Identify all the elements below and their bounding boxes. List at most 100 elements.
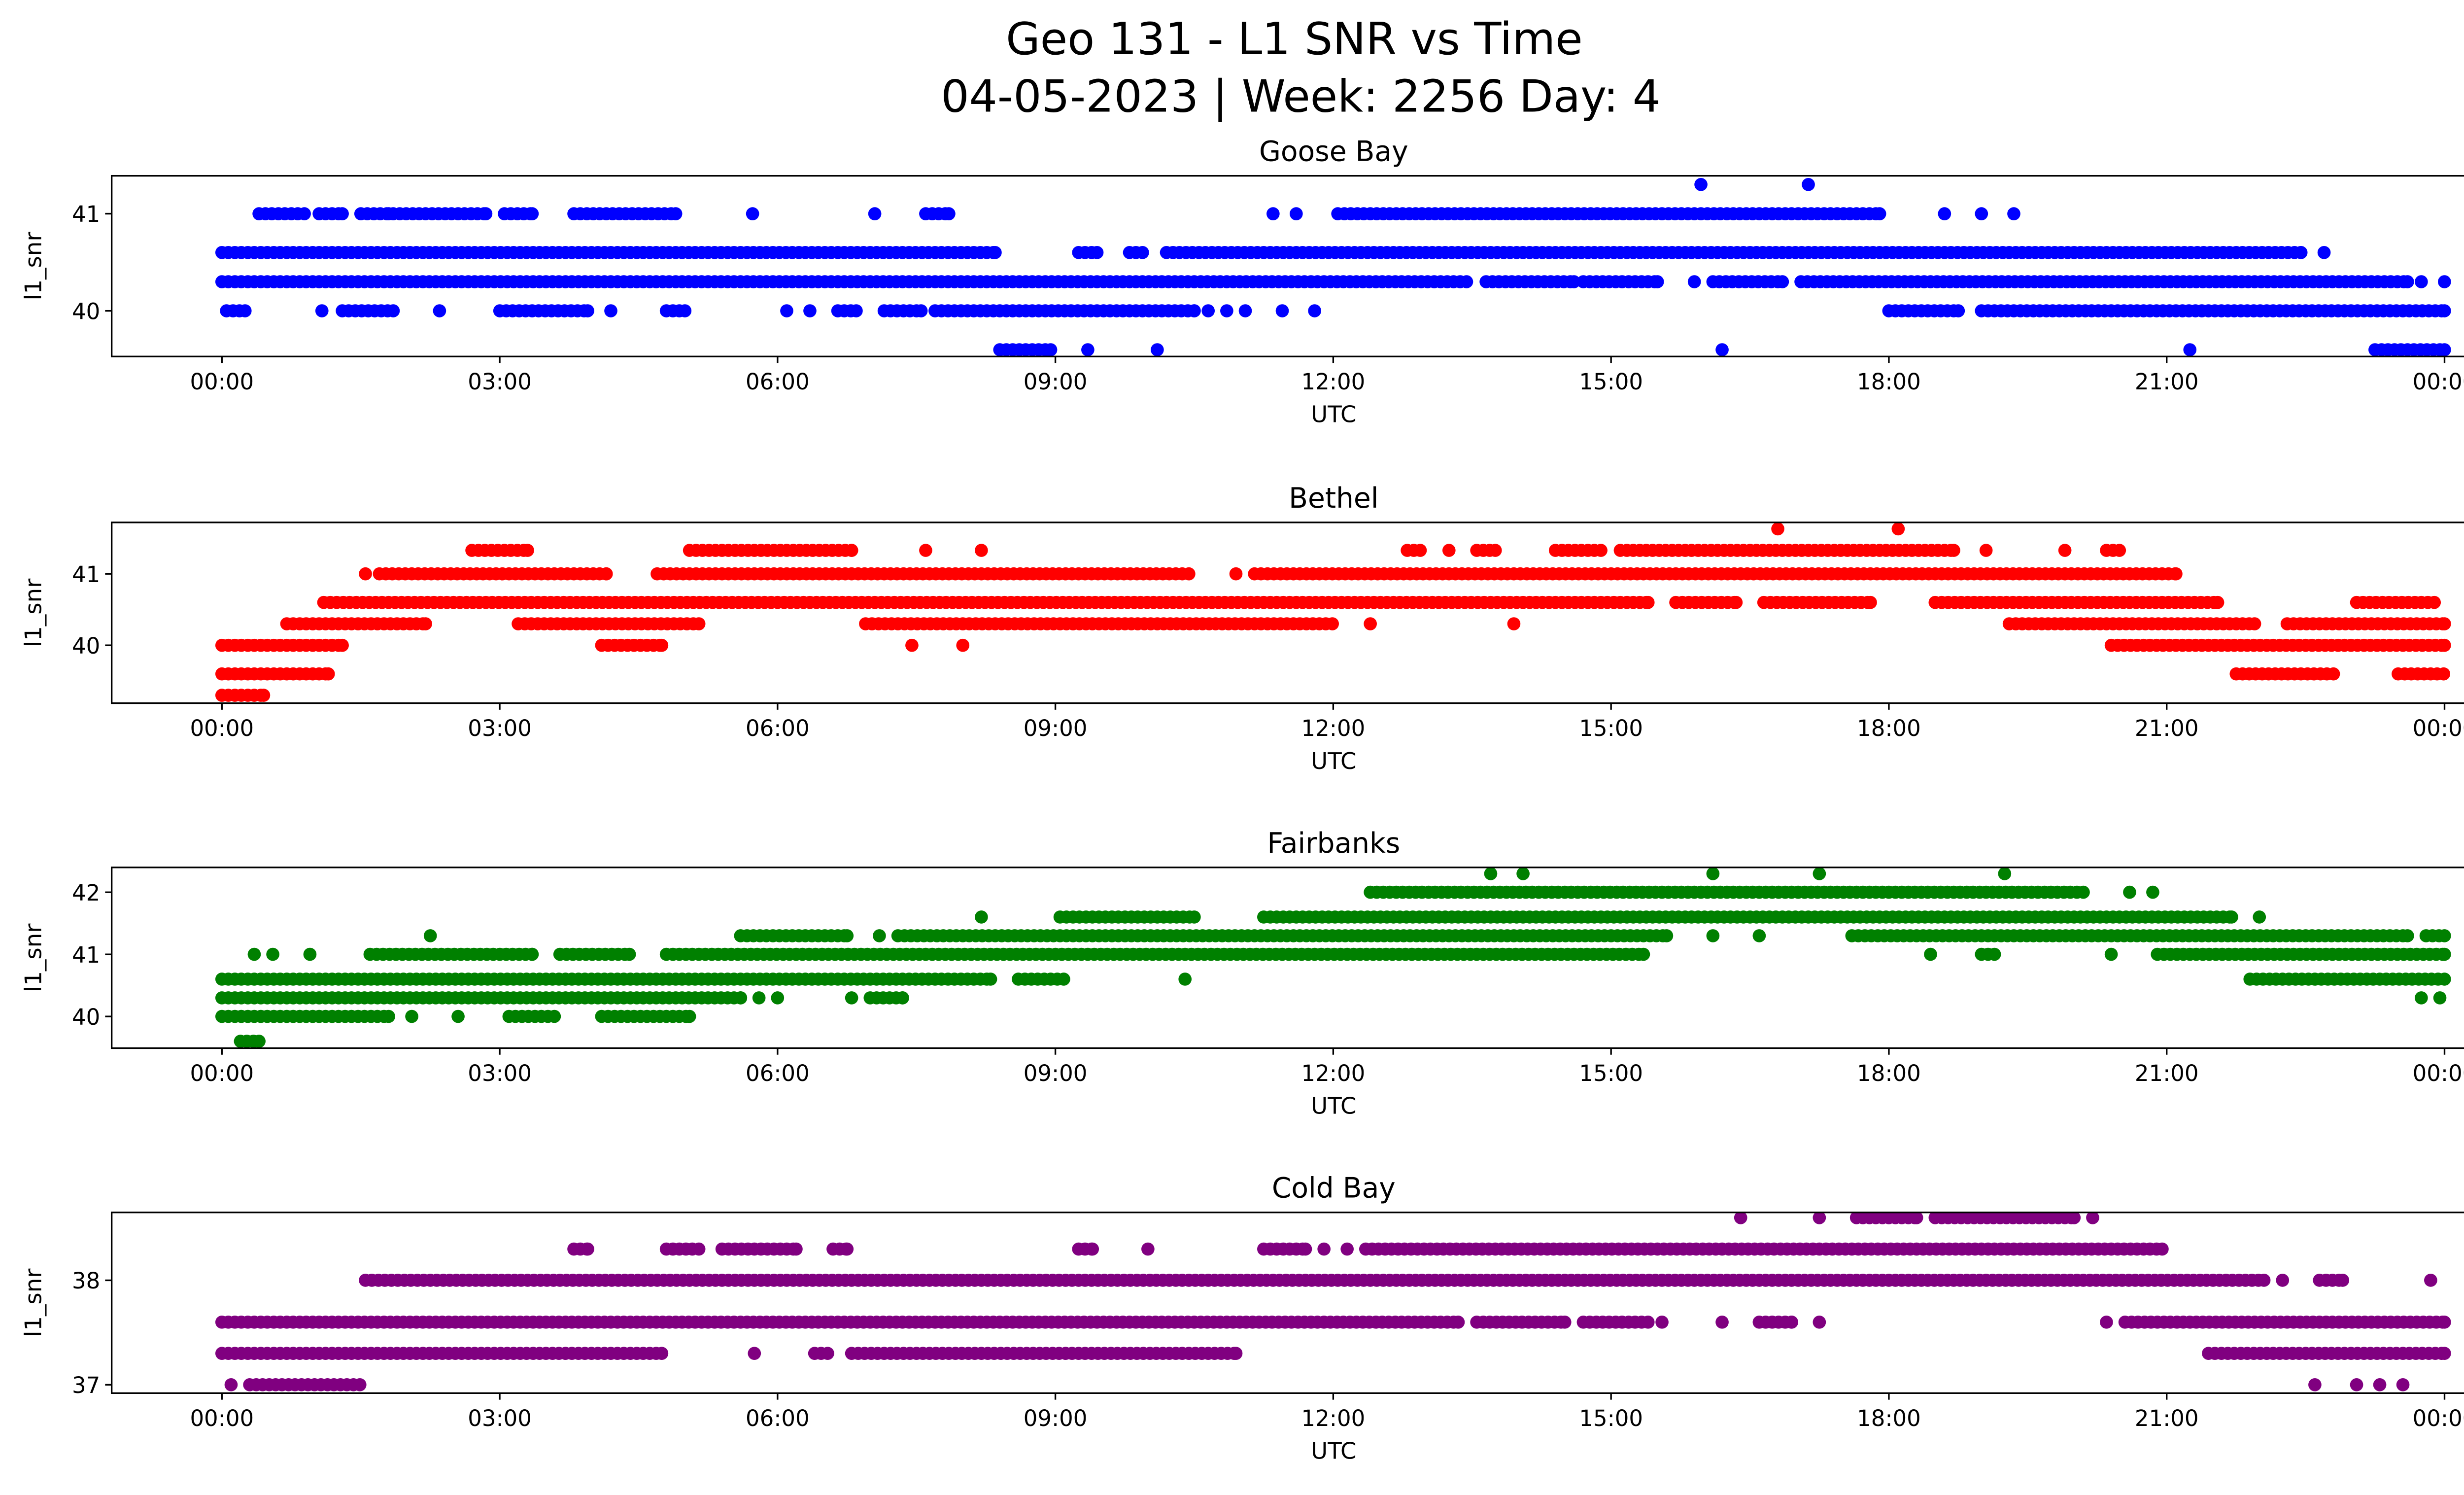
data-point — [1413, 544, 1427, 557]
x-tick-label: 00:00 — [2413, 1060, 2464, 1086]
x-tick-label: 06:00 — [746, 1060, 810, 1086]
y-tick-label: 42 — [72, 880, 100, 906]
x-tick-label: 21:00 — [2135, 715, 2199, 741]
data-point — [840, 929, 854, 942]
data-point — [238, 304, 252, 317]
data-point — [1136, 245, 1149, 259]
data-point — [266, 947, 279, 961]
data-point — [525, 947, 539, 961]
plot-frame — [110, 174, 2464, 357]
data-point — [1081, 343, 1095, 356]
data-point — [1715, 1316, 1729, 1329]
data-point — [1201, 304, 1215, 317]
data-point — [423, 929, 437, 942]
subplot-fairbanks: Fairbanks 00:00 03:00 06:00 09:00 12:00 15:00 1… — [20, 827, 2464, 1120]
data-point — [1785, 1316, 1798, 1329]
data-point — [1086, 1242, 1099, 1256]
data-point — [1308, 304, 1321, 317]
data-point — [989, 245, 1002, 259]
data-point — [1090, 245, 1104, 259]
data-point — [604, 304, 617, 317]
data-point — [2257, 1274, 2271, 1287]
data-point — [1641, 1316, 1655, 1329]
data-point — [1864, 595, 1877, 609]
data-point — [1655, 1316, 1669, 1329]
data-point — [1873, 207, 1886, 220]
data-point — [2438, 929, 2451, 942]
y-tick-label: 41 — [72, 942, 100, 968]
x-tick-label: 15:00 — [1579, 1405, 1643, 1431]
data-point — [2396, 1378, 2410, 1391]
data-point — [2424, 1274, 2437, 1287]
x-tick-label: 00:00 — [190, 1060, 254, 1086]
data-point — [975, 910, 988, 924]
data-point — [905, 638, 919, 652]
x-tick-label: 00:00 — [2413, 369, 2464, 395]
data-point — [298, 207, 311, 220]
data-point — [789, 1242, 803, 1256]
x-tick-label: 03:00 — [468, 1060, 532, 1086]
data-point — [1326, 617, 1339, 630]
x-tick-label: 15:00 — [1579, 1060, 1643, 1086]
data-point — [2317, 245, 2331, 259]
data-point — [746, 207, 759, 220]
data-point — [850, 304, 863, 317]
data-point — [1188, 910, 1201, 924]
x-tick-label: 00:00 — [190, 715, 254, 741]
x-axis-label: UTC — [1311, 1093, 1357, 1120]
data-point — [845, 544, 858, 557]
data-point — [2428, 595, 2441, 609]
data-point — [1947, 544, 1960, 557]
data-point — [1813, 867, 1826, 880]
x-tick-label: 21:00 — [2135, 369, 2199, 395]
x-tick-label: 18:00 — [1857, 1060, 1921, 1086]
data-point — [1229, 1347, 1243, 1360]
data-point — [692, 1242, 706, 1256]
data-point — [1044, 343, 1058, 356]
y-tick-label: 40 — [72, 633, 100, 659]
data-point — [1650, 275, 1664, 288]
figure-title-line-1: Geo 131 - L1 SNR vs Time — [1006, 13, 1582, 65]
data-point — [2058, 544, 2072, 557]
data-point — [2113, 544, 2126, 557]
data-point — [1813, 1212, 1826, 1224]
data-point — [1289, 207, 1303, 220]
data-point — [315, 304, 329, 317]
x-tick-label: 00:00 — [2413, 1405, 2464, 1431]
x-tick-label: 09:00 — [1024, 1405, 1088, 1431]
data-point — [599, 567, 613, 581]
data-point — [2086, 1212, 2099, 1224]
data-point — [1771, 522, 1784, 536]
data-point — [2415, 275, 2428, 288]
data-point — [1891, 522, 1905, 536]
x-axis-label: UTC — [1311, 1438, 1357, 1465]
data-point — [2438, 343, 2451, 356]
data-point — [683, 1009, 696, 1023]
data-series — [215, 522, 2451, 702]
data-point — [2438, 275, 2451, 288]
data-point — [419, 617, 432, 630]
data-point — [1687, 275, 1701, 288]
x-tick-label: 12:00 — [1301, 369, 1366, 395]
data-point — [1220, 304, 1233, 317]
data-point — [1951, 304, 1965, 317]
data-point — [1910, 1212, 1923, 1224]
x-axis-label: UTC — [1311, 748, 1357, 775]
data-point — [353, 1378, 367, 1391]
x-tick-label: 00:00 — [2413, 715, 2464, 741]
y-axis-label: l1_snr — [20, 923, 47, 992]
data-point — [2438, 1347, 2451, 1360]
x-tick-label: 00:00 — [190, 1405, 254, 1431]
data-point — [2401, 275, 2414, 288]
data-point — [914, 304, 928, 317]
data-point — [1340, 1242, 1354, 1256]
x-tick-label: 06:00 — [746, 1405, 810, 1431]
y-axis-label: l1_snr — [20, 1268, 47, 1337]
data-point — [479, 207, 493, 220]
data-point — [1637, 947, 1650, 961]
data-point — [1460, 275, 1473, 288]
data-point — [2327, 667, 2340, 681]
data-point — [1998, 867, 2012, 880]
data-point — [2123, 885, 2136, 899]
data-point — [1317, 1242, 1331, 1256]
